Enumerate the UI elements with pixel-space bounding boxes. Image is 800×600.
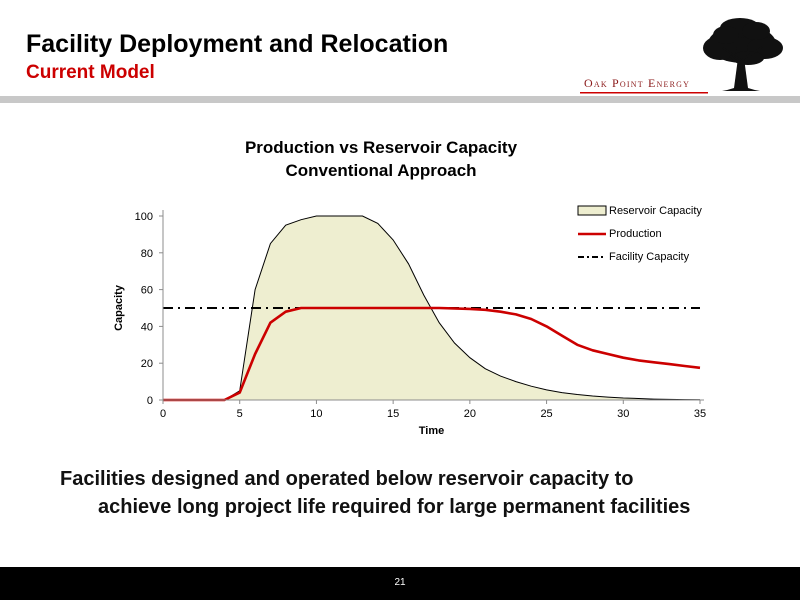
chart-title-line-1: Production vs Reservoir Capacity bbox=[244, 138, 518, 157]
slide-caption: Facilities designed and operated below r… bbox=[60, 465, 780, 521]
x-axis-label: Time bbox=[419, 425, 444, 437]
legend-label-facility-capacity: Facility Capacity bbox=[609, 251, 690, 263]
reservoir-capacity-outline bbox=[163, 215, 701, 401]
x-tick-label: 30 bbox=[617, 408, 629, 420]
chart-title: Production vs Reservoir Capacity Convent… bbox=[150, 136, 612, 182]
logo-text: Oak Point Energy bbox=[584, 76, 691, 90]
slide-title: Facility Deployment and Relocation bbox=[26, 30, 449, 58]
page-number: 21 bbox=[394, 577, 406, 588]
y-axis-label: Capacity bbox=[113, 284, 125, 331]
y-tick-label: 0 bbox=[147, 395, 153, 407]
caption-line-2: achieve long project life required for l… bbox=[98, 496, 691, 518]
x-tick-label: 35 bbox=[694, 408, 706, 420]
x-tick-label: 10 bbox=[310, 408, 322, 420]
chart-title-line-2: Conventional Approach bbox=[285, 161, 477, 180]
header-divider bbox=[0, 96, 800, 103]
x-tick-label: 0 bbox=[160, 408, 166, 420]
caption-line-1: Facilities designed and operated below r… bbox=[60, 468, 634, 490]
footer-bar: 21 bbox=[0, 567, 800, 600]
x-tick-label: 20 bbox=[464, 408, 476, 420]
y-tick-label: 100 bbox=[135, 211, 153, 223]
legend-label-reservoir-capacity: Reservoir Capacity bbox=[609, 205, 702, 217]
x-tick-label: 25 bbox=[540, 408, 552, 420]
oak-tree-icon bbox=[580, 18, 783, 94]
company-logo: Oak Point Energy bbox=[580, 14, 790, 94]
y-tick-label: 20 bbox=[141, 358, 153, 370]
legend-swatch-reservoir-capacity bbox=[577, 205, 607, 216]
reservoir-capacity-area bbox=[163, 216, 700, 400]
legend-label-production: Production bbox=[609, 228, 662, 240]
y-tick-label: 40 bbox=[141, 321, 153, 333]
y-tick-label: 80 bbox=[141, 248, 153, 260]
production-line bbox=[163, 306, 701, 402]
y-tick-label: 60 bbox=[141, 285, 153, 297]
x-tick-label: 5 bbox=[237, 408, 243, 420]
x-tick-label: 15 bbox=[387, 408, 399, 420]
chart: 0 20 40 60 80 100 0 5 10 15 20 25 30 35 Time Capacity Re… bbox=[113, 205, 706, 437]
slide-subtitle: Current Model bbox=[26, 62, 155, 83]
slide-header: Facility Deployment and Relocation Curre… bbox=[0, 0, 800, 98]
